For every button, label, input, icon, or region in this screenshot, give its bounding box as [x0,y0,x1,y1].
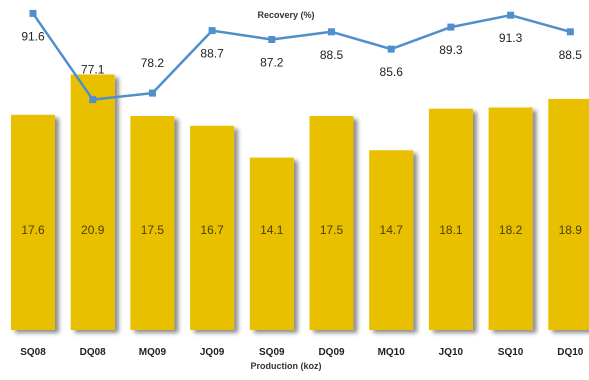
category-tick-label: DQ10 [557,347,584,358]
production-value-label: 18.2 [499,223,523,237]
production-value-label: 20.9 [81,223,105,237]
recovery-point-sq08 [29,9,37,17]
recovery-value-label: 89.3 [439,43,463,57]
recovery-series-title: Recovery (%) [257,10,314,20]
recovery-value-label: 77.1 [81,63,105,77]
production-bar-dq09 [309,116,354,330]
production-value-label: 17.5 [320,223,344,237]
labels-layer: 17.6 SQ08 20.9 DQ08 17.5 MQ09 16.7 JQ09 14.1 SQ09… [20,29,584,358]
category-tick-label: SQ08 [20,347,46,358]
recovery-value-label: 91.6 [21,29,45,43]
category-tick-label: SQ09 [259,347,285,358]
production-value-label: 17.5 [141,223,165,237]
production-value-label: 16.7 [200,223,224,237]
category-tick-label: DQ09 [318,347,345,358]
production-value-label: 18.9 [559,223,583,237]
production-value-label: 17.6 [21,223,45,237]
production-value-label: 14.7 [380,223,404,237]
recovery-point-sq10 [507,11,515,19]
category-tick-label: MQ10 [378,347,406,358]
recovery-value-label: 78.2 [141,56,165,70]
recovery-line [31,12,571,101]
production-bar-dq08 [70,74,115,330]
production-bar-sq08 [11,114,55,330]
recovery-value-label: 87.2 [260,56,284,70]
production-bar-jq10 [428,108,473,330]
recovery-point-dq08 [89,96,97,104]
production-bar-sq10 [488,107,533,330]
recovery-point-jq09 [208,27,216,35]
category-tick-label: DQ08 [80,347,107,358]
production-bar-jq09 [190,125,235,330]
recovery-point-mq10 [387,45,395,53]
bars-layer [11,74,589,331]
production-value-label: 14.1 [260,223,284,237]
category-tick-label: MQ09 [139,347,167,358]
production-bar-dq10 [548,98,589,331]
recovery-point-mq09 [148,89,156,97]
recovery-value-label: 85.6 [380,65,404,79]
production-bar-mq09 [130,116,175,330]
production-bar-mq10 [369,150,414,330]
recovery-line-layer [29,9,574,104]
x-axis-title: Production (koz) [251,361,322,371]
recovery-point-jq10 [447,23,455,31]
category-tick-label: SQ10 [498,347,524,358]
recovery-value-label: 88.7 [200,47,224,61]
recovery-point-dq10 [566,28,574,36]
category-tick-label: JQ10 [439,347,464,358]
recovery-value-label: 88.5 [559,48,583,62]
production-bar-sq09 [249,157,294,330]
recovery-value-label: 88.5 [320,48,344,62]
production-value-label: 18.1 [439,223,463,237]
recovery-point-dq09 [328,28,335,36]
recovery-value-label: 91.3 [499,31,523,45]
recovery-point-sq09 [268,36,276,43]
category-tick-label: JQ09 [200,347,225,358]
